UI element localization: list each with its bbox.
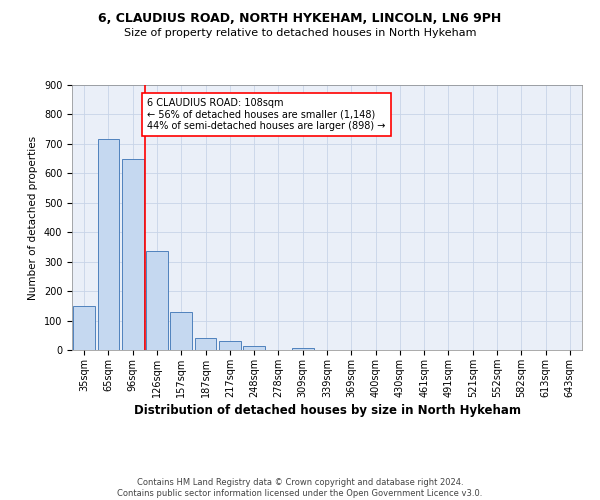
Text: Contains HM Land Registry data © Crown copyright and database right 2024.
Contai: Contains HM Land Registry data © Crown c… xyxy=(118,478,482,498)
Bar xyxy=(122,158,143,350)
Bar xyxy=(146,252,168,350)
Text: Size of property relative to detached houses in North Hykeham: Size of property relative to detached ho… xyxy=(124,28,476,38)
Text: 6, CLAUDIUS ROAD, NORTH HYKEHAM, LINCOLN, LN6 9PH: 6, CLAUDIUS ROAD, NORTH HYKEHAM, LINCOLN… xyxy=(98,12,502,26)
Bar xyxy=(97,140,119,350)
Bar xyxy=(73,306,95,350)
Bar xyxy=(170,312,192,350)
Bar xyxy=(219,341,241,350)
Bar xyxy=(292,348,314,350)
Bar xyxy=(194,338,217,350)
X-axis label: Distribution of detached houses by size in North Hykeham: Distribution of detached houses by size … xyxy=(133,404,521,417)
Bar xyxy=(243,346,265,350)
Text: 6 CLAUDIUS ROAD: 108sqm
← 56% of detached houses are smaller (1,148)
44% of semi: 6 CLAUDIUS ROAD: 108sqm ← 56% of detache… xyxy=(147,98,386,132)
Y-axis label: Number of detached properties: Number of detached properties xyxy=(28,136,38,300)
